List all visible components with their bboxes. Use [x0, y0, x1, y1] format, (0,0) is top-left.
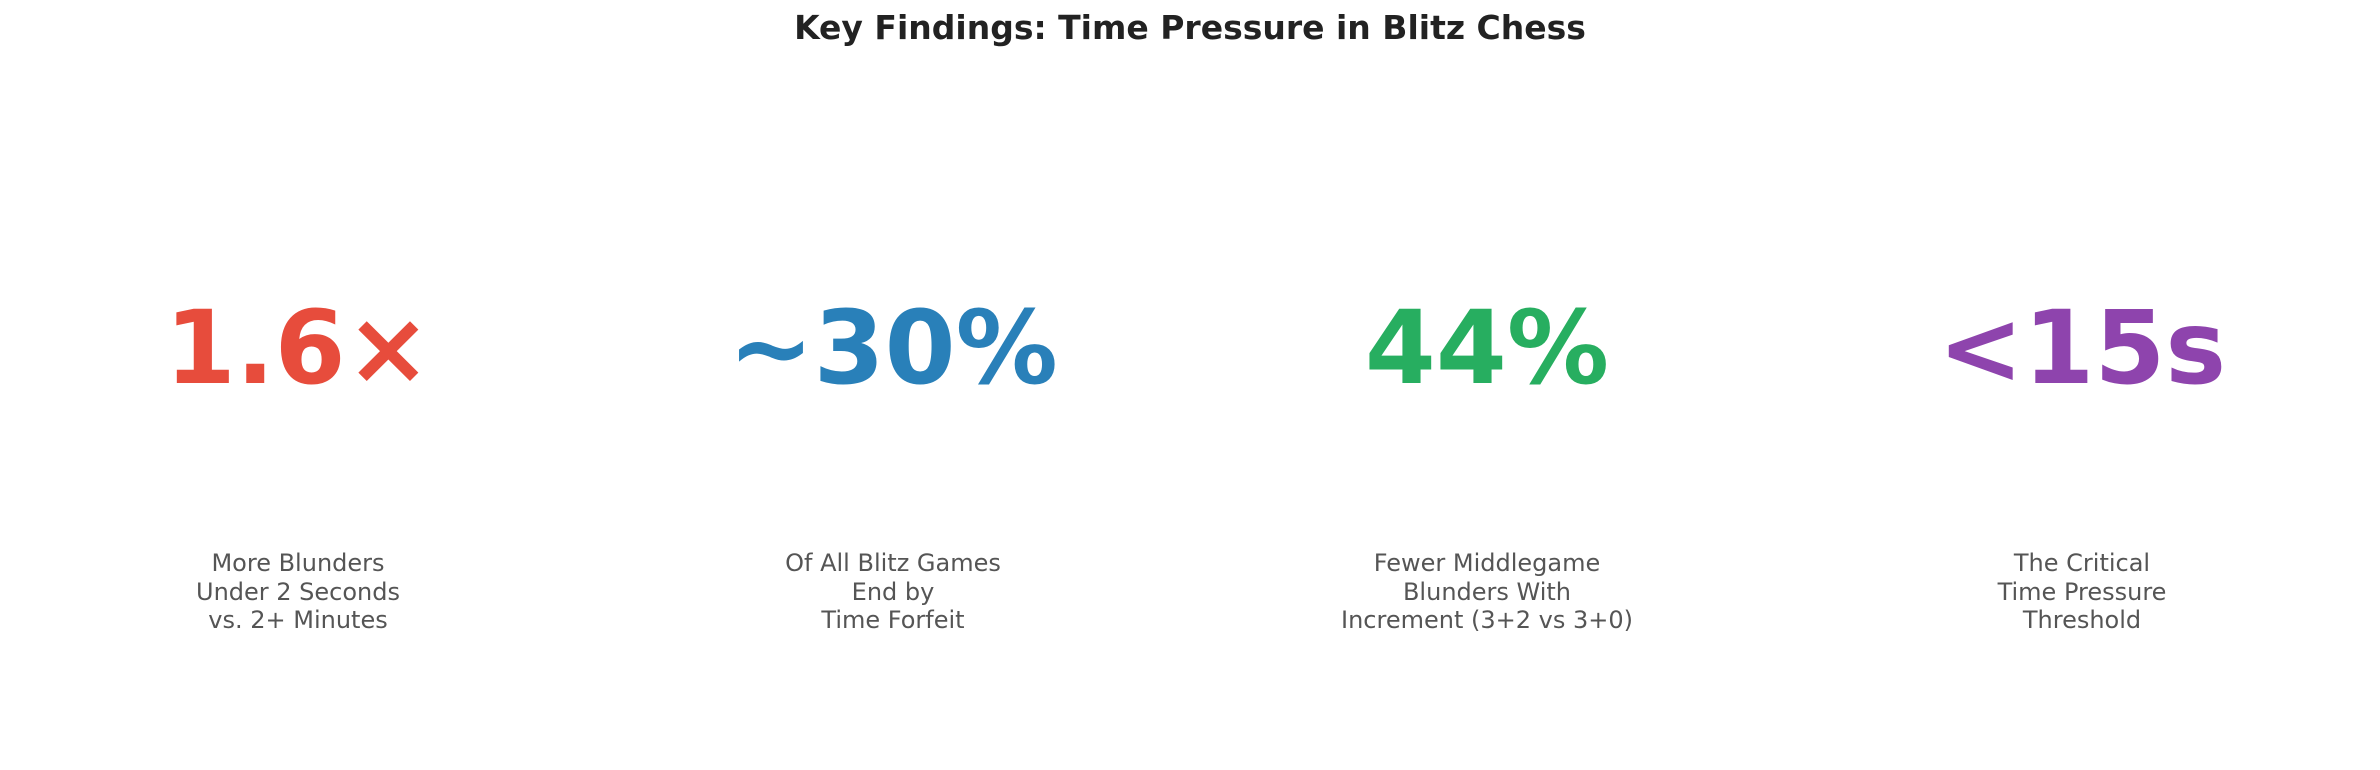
finding-4-description-line: The Critical	[2013, 549, 2151, 577]
finding-4-value: <15s	[1937, 289, 2227, 408]
finding-4-description-line: Time Pressure	[1997, 577, 2167, 606]
finding-2-description-line: End by	[851, 577, 935, 606]
finding-3-description-line: Blunders With	[1402, 577, 1572, 606]
finding-3-description-line: Increment (3+2 vs 3+0)	[1341, 606, 1633, 634]
finding-1-description: More Blunders Under 2 Seconds vs. 2+ Min…	[0, 549, 598, 635]
finding-3-description: Fewer Middlegame Blunders With Increment…	[1187, 549, 1787, 635]
finding-1-description-line: More Blunders	[211, 549, 385, 577]
finding-2-description: Of All Blitz Games End by Time Forfeit	[593, 549, 1193, 635]
finding-1-description-line: Under 2 Seconds	[196, 577, 400, 606]
finding-4-description: The Critical Time Pressure Threshold	[1782, 549, 2380, 635]
finding-1-value: 1.6×	[164, 289, 432, 408]
chart-title: Key Findings: Time Pressure in Blitz Che…	[794, 8, 1586, 47]
finding-2-value: ~30%	[728, 289, 1058, 408]
finding-2-description-line: Of All Blitz Games	[785, 549, 1001, 577]
finding-2-description-line: Time Forfeit	[821, 606, 965, 634]
finding-3-description-line: Fewer Middlegame	[1373, 549, 1601, 577]
finding-4-description-line: Threshold	[2022, 606, 2142, 634]
finding-3-value: 44%	[1364, 289, 1610, 408]
finding-1-description-line: vs. 2+ Minutes	[208, 606, 388, 634]
